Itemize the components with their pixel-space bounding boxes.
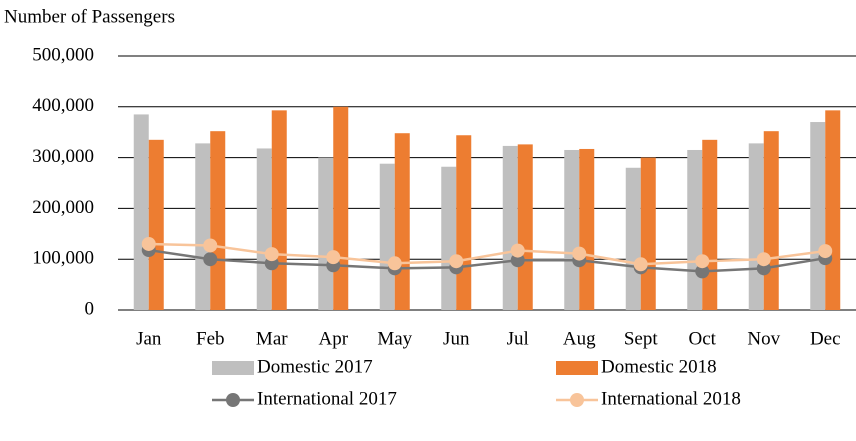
bar xyxy=(318,157,334,310)
legend-swatch xyxy=(226,393,240,407)
marker xyxy=(510,253,525,268)
bar xyxy=(394,133,410,310)
bar xyxy=(441,166,457,310)
marker xyxy=(449,254,464,269)
y-axis-label: Number of Passengers xyxy=(4,6,175,27)
marker xyxy=(695,264,710,279)
y-tick-label: 200,000 xyxy=(32,197,94,218)
legend-swatch xyxy=(556,361,598,375)
line xyxy=(148,242,826,266)
x-tick-label: Dec xyxy=(810,328,841,349)
x-tick-label: Apr xyxy=(318,328,348,349)
marker xyxy=(572,246,587,261)
x-tick-label: Jun xyxy=(443,328,470,349)
marker xyxy=(756,252,771,267)
legend-swatch xyxy=(212,361,254,375)
marker xyxy=(695,254,710,269)
x-tick-label: Feb xyxy=(196,328,225,349)
line xyxy=(148,248,826,273)
legend-label: Domestic 2017 xyxy=(257,356,373,377)
legend-label: Domestic 2018 xyxy=(601,356,717,377)
bar xyxy=(148,139,164,310)
marker xyxy=(203,252,218,267)
bar xyxy=(579,148,595,310)
x-tick-label: Jan xyxy=(136,328,162,349)
bar xyxy=(210,131,226,310)
y-tick-label: 400,000 xyxy=(32,95,94,116)
x-tick-label: Sept xyxy=(624,328,659,349)
legend-label: International 2018 xyxy=(601,388,741,409)
marker xyxy=(264,247,279,262)
marker xyxy=(141,236,156,251)
marker xyxy=(633,257,648,272)
bar xyxy=(564,149,580,310)
y-tick-label: 500,000 xyxy=(32,44,94,65)
x-tick-label: Jul xyxy=(507,328,529,349)
marker xyxy=(387,256,402,271)
bar xyxy=(625,167,641,310)
bar xyxy=(456,135,472,310)
x-tick-label: Mar xyxy=(256,328,288,349)
bar xyxy=(256,148,272,310)
bar xyxy=(763,131,779,310)
bar xyxy=(195,143,211,310)
y-tick-label: 300,000 xyxy=(32,146,94,167)
bar xyxy=(133,114,149,310)
x-tick-label: Nov xyxy=(747,328,780,349)
bar xyxy=(502,145,518,310)
bar xyxy=(333,106,349,310)
marker xyxy=(818,244,833,259)
bar xyxy=(687,149,703,310)
y-tick-label: 0 xyxy=(85,298,95,319)
marker xyxy=(326,250,341,265)
bar xyxy=(748,143,764,310)
legend-swatch xyxy=(570,393,584,407)
bar xyxy=(825,110,841,310)
bar xyxy=(810,122,826,310)
y-tick-label: 100,000 xyxy=(32,248,94,269)
bar xyxy=(379,163,395,310)
bar xyxy=(517,144,533,310)
bar xyxy=(640,157,656,310)
x-tick-label: Oct xyxy=(689,328,717,349)
marker xyxy=(203,238,218,253)
x-tick-label: May xyxy=(377,328,412,349)
legend-label: International 2017 xyxy=(257,388,397,409)
bar xyxy=(702,139,718,310)
marker xyxy=(510,243,525,258)
bar xyxy=(271,110,287,310)
x-tick-label: Aug xyxy=(563,328,596,349)
